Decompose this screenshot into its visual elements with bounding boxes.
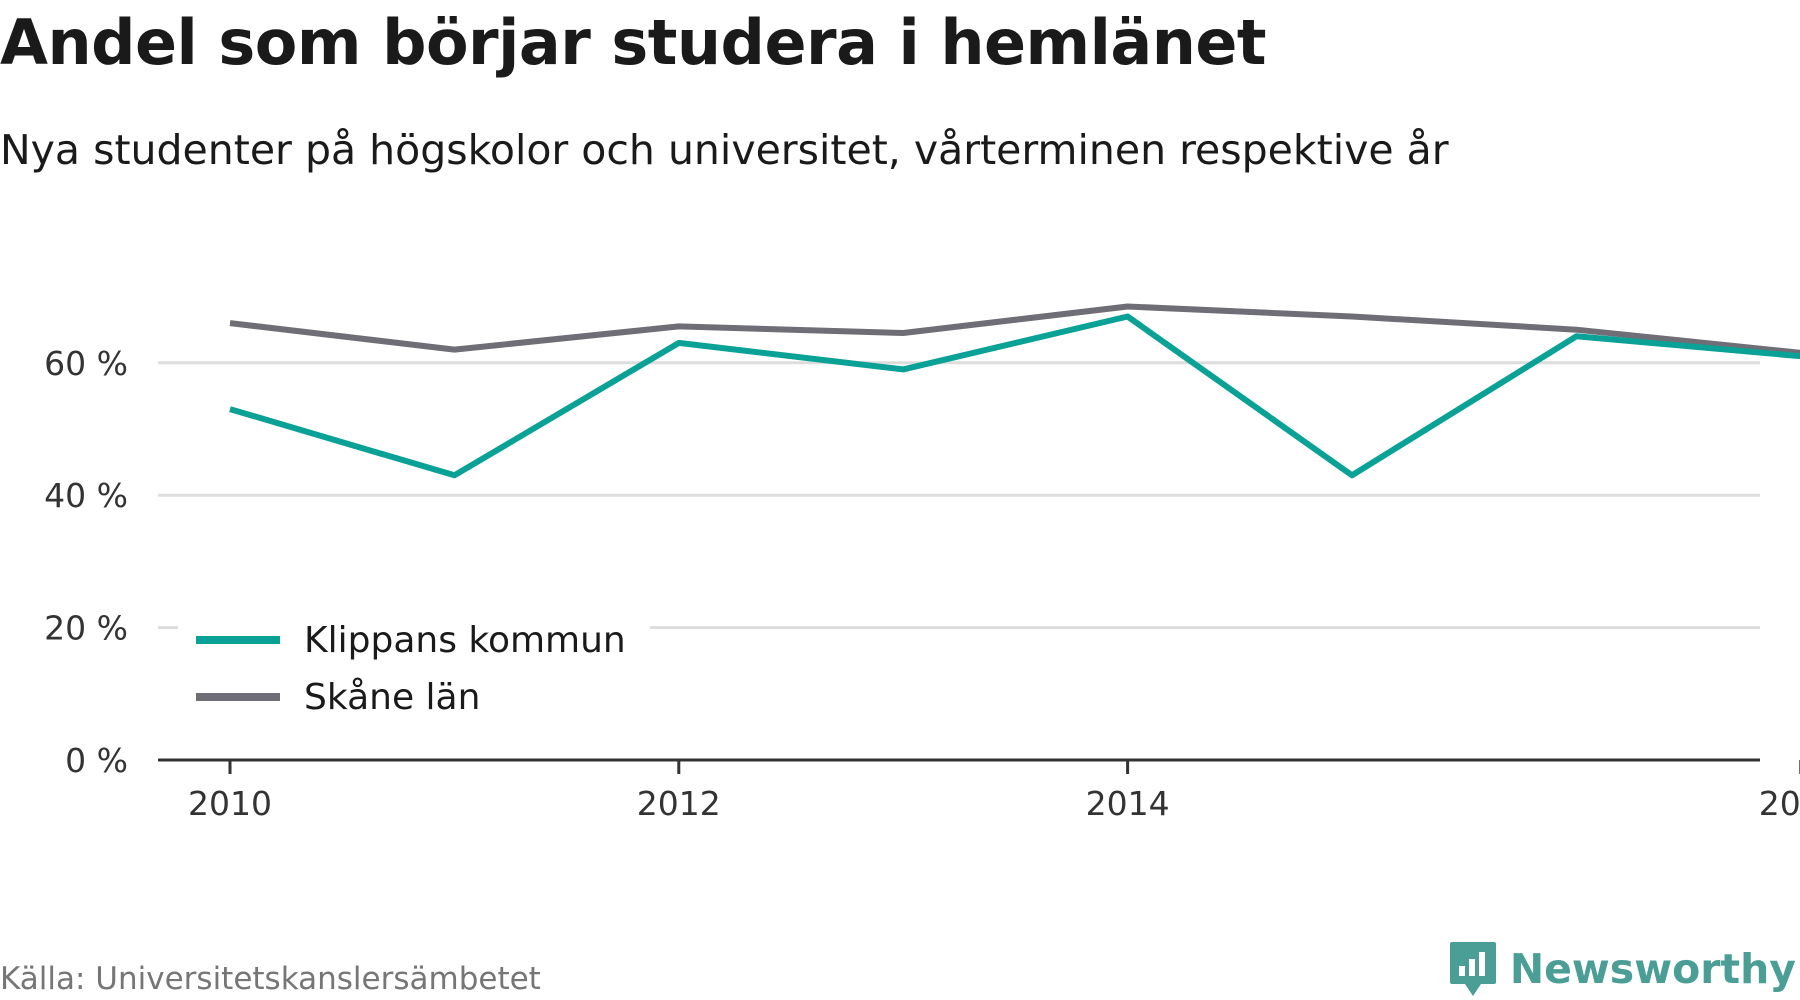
legend-background bbox=[178, 612, 650, 722]
series-line-sk-ne-l-n bbox=[229, 303, 1800, 356]
chart-subtitle: Nya studenter på högskolor och universit… bbox=[0, 126, 1449, 174]
y-axis-tick-labels: 0 % 20 % 40 % 60 % bbox=[44, 344, 128, 780]
brand-name: Newsworthy bbox=[1509, 945, 1796, 993]
x-tick-label: 2010 bbox=[188, 784, 272, 823]
y-tick-label: 40 % bbox=[44, 476, 128, 515]
x-axis: 2010201220142017201920212023 bbox=[158, 758, 1800, 823]
chart-title: Andel som börjar studera i hemlänet bbox=[0, 6, 1267, 79]
gridlines bbox=[158, 361, 1760, 630]
source-note: Källa: Universitetskanslersämbetet bbox=[0, 961, 541, 997]
legend: Klippans kommun Skåne län bbox=[178, 612, 650, 722]
x-tick-label: 2017 bbox=[1759, 784, 1800, 823]
legend-label: Klippans kommun bbox=[304, 620, 626, 661]
series-lines bbox=[229, 303, 1800, 479]
legend-label: Skåne län bbox=[304, 677, 480, 718]
newsworthy-logo-icon bbox=[1449, 942, 1496, 996]
brand-logo[interactable]: Newsworthy bbox=[1448, 940, 1796, 998]
x-tick-label: 2012 bbox=[637, 784, 721, 823]
y-tick-label: 20 % bbox=[44, 609, 128, 648]
series-line-klippans-kommun bbox=[229, 313, 1800, 479]
x-tick-label: 2014 bbox=[1086, 784, 1170, 823]
y-tick-label: 0 % bbox=[65, 741, 128, 780]
y-tick-label: 60 % bbox=[44, 344, 128, 383]
